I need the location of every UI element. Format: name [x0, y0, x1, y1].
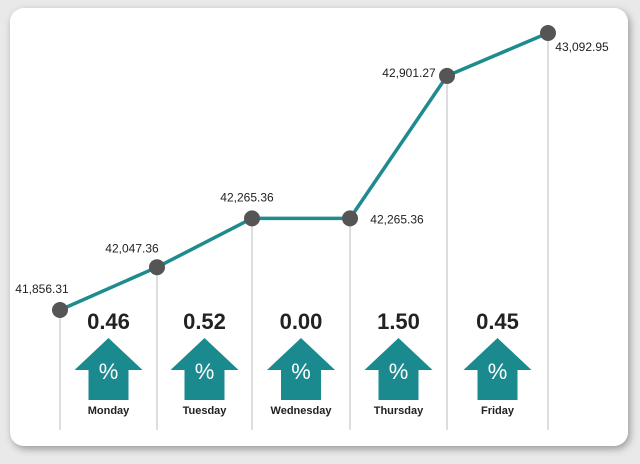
point — [244, 210, 260, 227]
change-value: 0.46 — [87, 309, 130, 334]
value-label: 42,047.36 — [105, 241, 159, 255]
card — [10, 8, 628, 446]
day-label: Tuesday — [183, 405, 228, 417]
line — [59, 31, 549, 312]
point — [149, 259, 165, 276]
point — [52, 302, 68, 318]
change-value: 0.45 — [476, 309, 519, 334]
change-arrow — [463, 338, 532, 400]
value-label: 42,265.36 — [370, 213, 424, 227]
change-symbol: % — [195, 359, 215, 384]
change-value: 0.00 — [280, 309, 323, 334]
change-arrow — [74, 338, 143, 400]
day-label: Wednesday — [271, 405, 333, 417]
point — [342, 210, 358, 227]
day-label: Monday — [88, 405, 130, 417]
value-label: 43,092.95 — [555, 40, 609, 54]
value-label: 42,901.27 — [382, 66, 436, 80]
change-arrow — [364, 338, 433, 400]
change-arrow — [267, 338, 335, 400]
change-symbol: % — [291, 359, 311, 384]
day-label: Thursday — [374, 405, 424, 417]
change-symbol: % — [99, 359, 119, 384]
change-symbol: % — [389, 359, 409, 384]
point — [540, 25, 556, 41]
value-label: 42,265.36 — [220, 191, 274, 205]
change-symbol: % — [488, 359, 508, 384]
change-value: 1.50 — [377, 309, 420, 334]
day-label: Friday — [481, 405, 515, 417]
change-value: 0.52 — [183, 309, 226, 334]
point — [439, 67, 455, 84]
value-label: 41,856.31 — [15, 282, 69, 296]
change-arrow — [170, 338, 239, 400]
